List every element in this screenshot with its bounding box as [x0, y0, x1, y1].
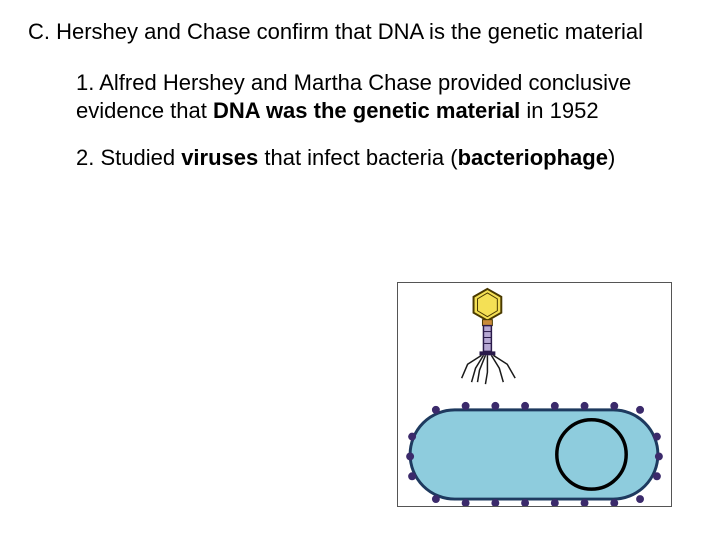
points-list: 1. Alfred Hershey and Martha Chase provi… — [28, 69, 692, 173]
diagram-svg — [398, 283, 671, 506]
point-2-mid: that infect bacteria ( — [258, 145, 457, 170]
point-1-suffix: in 1952 — [520, 98, 598, 123]
bacteriophage-icon — [462, 289, 516, 384]
point-2: 2. Studied viruses that infect bacteria … — [76, 144, 692, 173]
section-heading: C. Hershey and Chase confirm that DNA is… — [28, 18, 692, 47]
point-2-bold2: bacteriophage — [458, 145, 608, 170]
bacterium-body — [410, 410, 658, 499]
point-1: 1. Alfred Hershey and Martha Chase provi… — [76, 69, 692, 126]
point-2-bold1: viruses — [181, 145, 258, 170]
bacteriophage-diagram — [397, 282, 672, 507]
point-2-suffix: ) — [608, 145, 615, 170]
point-2-prefix: 2. Studied — [76, 145, 181, 170]
point-1-bold: DNA was the genetic material — [213, 98, 520, 123]
